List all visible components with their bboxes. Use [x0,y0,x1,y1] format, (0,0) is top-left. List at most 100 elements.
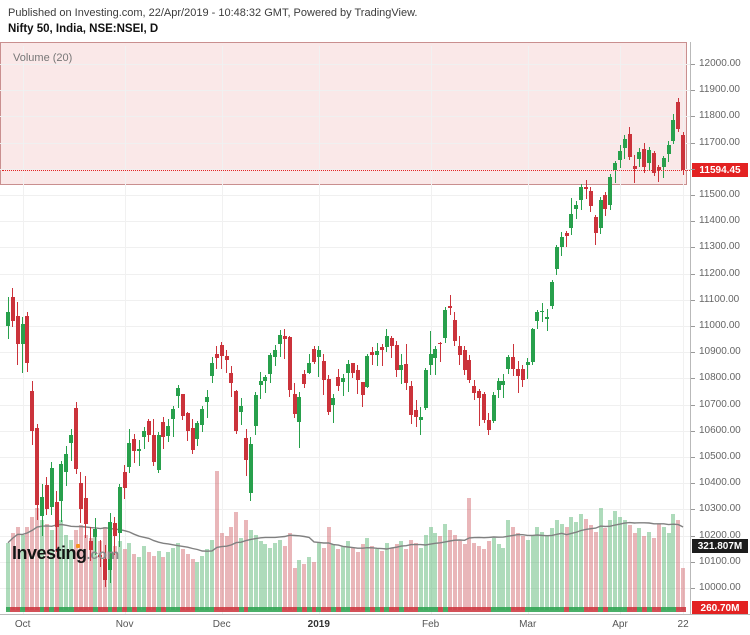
volume-bar [229,526,234,610]
day-direction-strip-segment [170,607,176,612]
day-direction-strip-segment [29,607,35,612]
volume-bar [423,534,428,610]
price-axis-label: 10000.00 [699,582,741,593]
candle-body [127,443,132,467]
day-direction-strip-segment [651,607,657,612]
candle-wick [357,365,359,395]
price-axis-tick [691,352,695,354]
volume-bar [219,533,224,610]
volume-bar [156,550,161,610]
volume-bar [550,528,554,610]
price-axis-tick [691,116,695,118]
candle-body [525,361,530,365]
price-gridline [0,326,690,327]
volume-bar [195,562,200,610]
candle-body [263,377,268,382]
day-direction-strip-segment [117,607,123,612]
volume-bar [112,546,117,610]
price-gridline [0,64,690,65]
month-gridline [430,46,432,614]
candle-body [336,377,341,386]
volume-bar [603,528,608,610]
day-direction-strip-segment [263,607,268,612]
volume-bar [482,549,486,610]
volume-bar [681,568,686,610]
price-axis-label: 11400.00 [699,215,740,227]
price-axis-tick [691,90,695,92]
volume-bar [15,526,20,610]
volume-bar [380,550,384,610]
day-direction-strip-segment [442,607,448,612]
candle-body [530,329,535,362]
volume-bar [579,514,584,610]
volume-bar [428,526,433,610]
price-axis-label: 11000.00 [699,320,740,331]
day-direction-strip-segment [607,607,613,612]
candle-body [656,167,661,170]
candle-wick [439,341,441,362]
volume-bar [652,538,656,610]
candle-body [122,472,127,489]
month-gridline [620,46,621,614]
candle-body [433,349,438,358]
day-direction-strip-segment [564,607,569,612]
day-direction-strip-segment [5,607,11,612]
volume-bar [433,533,438,610]
candle-body [409,386,414,415]
volume-ma-line [7,521,684,552]
day-direction-strip-segment [515,607,521,612]
price-gridline [0,116,690,118]
day-direction-strip-segment [510,607,516,612]
day-direction-strip-segment [83,607,89,612]
volume-bar [496,544,501,610]
volume-bar [365,538,370,610]
candle-body [180,394,185,417]
candle-body [467,359,472,380]
candle-body [389,338,394,347]
candle-wick [614,160,616,183]
volume-bar [166,552,171,610]
day-direction-strip-segment [471,607,477,612]
price-axis-tick [691,168,695,170]
candle-body [428,353,433,366]
candle-body [200,408,205,426]
time-axis[interactable]: Oct Nov Dec 2019 Feb Mar Apr 22 [0,614,750,635]
candle-wick [22,316,24,373]
price-axis-label: 11100.00 [699,293,740,305]
candle-body [292,394,297,414]
volume-bar [297,560,302,610]
day-direction-strip-segment [627,607,633,612]
day-direction-strip-segment [671,607,676,612]
price-axis-label: 12000.00 [699,58,741,69]
candle-wick [546,308,548,331]
day-direction-strip-segment [97,607,103,612]
volume-bar [525,539,530,610]
price-axis-tick [691,535,695,537]
volume-bar [312,562,316,610]
volume-bar [292,568,297,610]
month-gridline [221,46,223,614]
candle-wick [206,389,208,419]
day-direction-strip-segment [389,607,395,612]
candle-body [273,350,278,358]
candlestick-plot[interactable] [0,42,690,614]
day-direction-strip-segment [418,607,424,612]
price-axis[interactable]: 11594.45 321.807M 260.70M 12000.00 11900.… [690,42,750,615]
candle-body [520,369,525,381]
day-direction-strip-segment [233,607,239,612]
volume-bar [399,541,404,610]
volume-bar [409,539,414,610]
volume-bar [491,538,496,610]
day-direction-strip-segment [122,607,127,612]
candle-body [49,467,54,507]
candle-wick [663,155,665,178]
day-direction-strip-segment [316,607,322,612]
day-direction-strip-segment [224,607,229,612]
candle-body [321,360,326,381]
day-direction-strip-segment [535,607,540,612]
candle-body [229,372,234,384]
investing-logo: Investing.com [12,543,119,565]
volume-bar [676,520,681,610]
candle-wick [575,201,577,219]
volume-bar [78,525,83,610]
